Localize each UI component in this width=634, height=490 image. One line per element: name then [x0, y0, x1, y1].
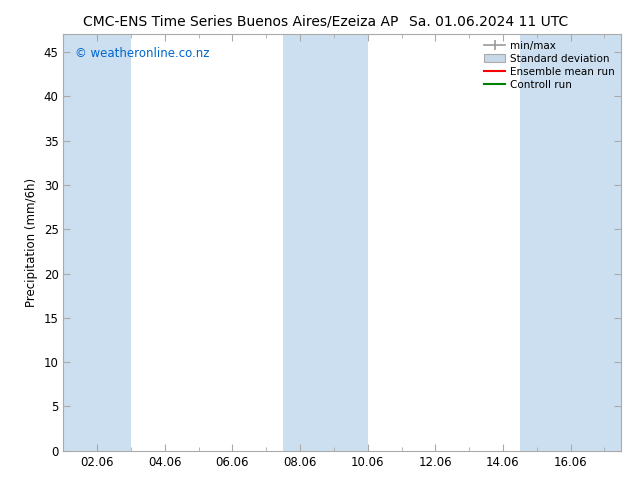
- Bar: [283, 34, 368, 451]
- Legend: min/max, Standard deviation, Ensemble mean run, Controll run: min/max, Standard deviation, Ensemble me…: [480, 36, 619, 94]
- Bar: [520, 34, 621, 451]
- Text: © weatheronline.co.nz: © weatheronline.co.nz: [75, 47, 209, 60]
- Text: CMC-ENS Time Series Buenos Aires/Ezeiza AP: CMC-ENS Time Series Buenos Aires/Ezeiza …: [83, 15, 399, 29]
- Text: Sa. 01.06.2024 11 UTC: Sa. 01.06.2024 11 UTC: [408, 15, 568, 29]
- Y-axis label: Precipitation (mm/6h): Precipitation (mm/6h): [25, 178, 38, 307]
- Bar: [63, 34, 131, 451]
